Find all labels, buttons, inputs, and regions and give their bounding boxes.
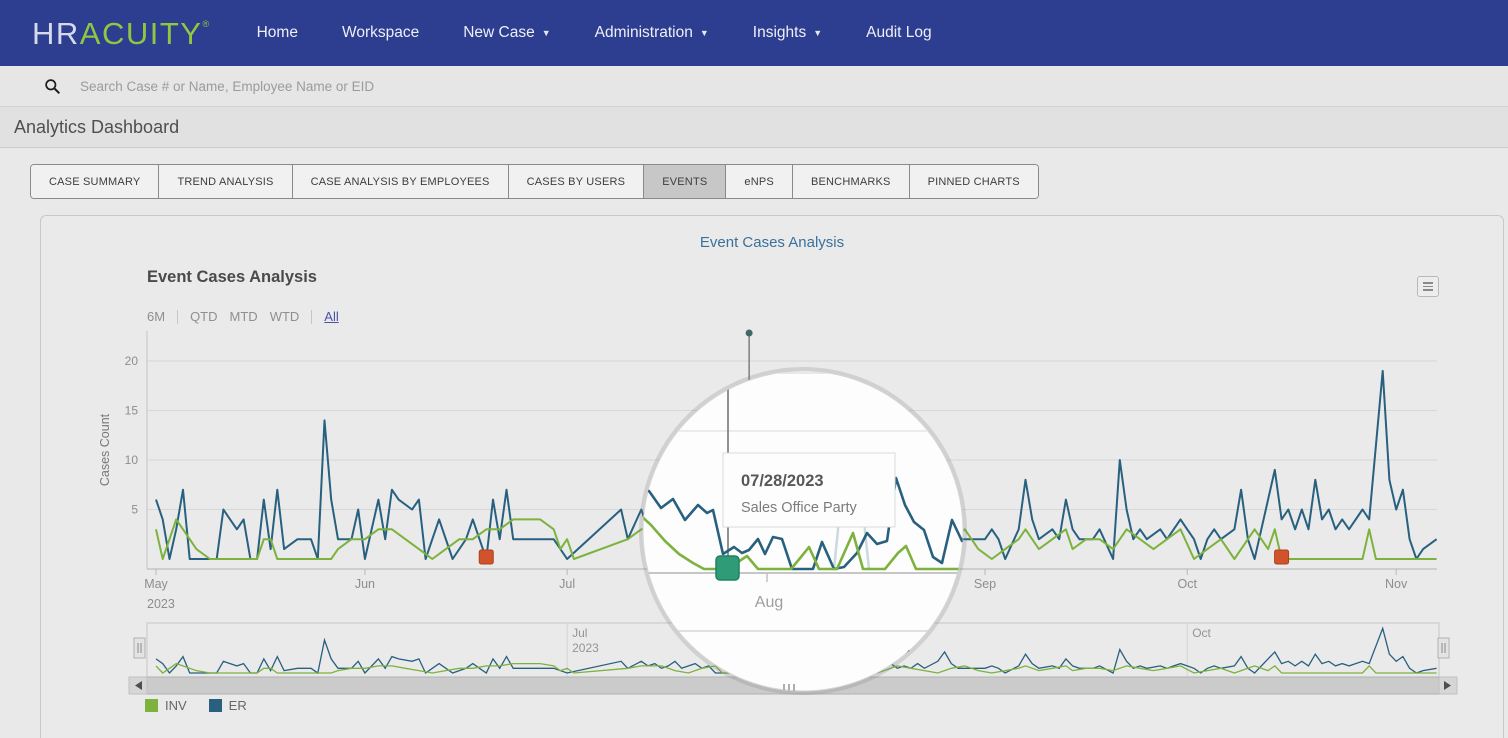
lens-month-label: Aug <box>755 594 783 611</box>
svg-text:20: 20 <box>125 354 139 368</box>
lens-tooltip-date: 07/28/2023 <box>741 472 824 490</box>
lens-tooltip-text: Sales Office Party <box>741 500 858 516</box>
svg-text:10: 10 <box>125 453 139 467</box>
tab-cases-by-users[interactable]: CASES BY USERS <box>509 165 645 198</box>
svg-text:5: 5 <box>131 503 138 517</box>
nav-item-workspace[interactable]: Workspace <box>342 24 419 42</box>
svg-text:Jun: Jun <box>355 577 375 591</box>
svg-text:Sep: Sep <box>974 577 996 591</box>
tab-pinned-charts[interactable]: PINNED CHARTS <box>910 165 1038 198</box>
tab-benchmarks[interactable]: BENCHMARKS <box>793 165 910 198</box>
title-band: Analytics Dashboard <box>0 107 1508 148</box>
svg-text:Jul: Jul <box>572 626 587 640</box>
legend-swatch-inv <box>145 699 158 712</box>
nav-item-audit-log[interactable]: Audit Log <box>866 24 932 42</box>
chevron-down-icon: ▼ <box>542 28 551 38</box>
svg-text:2023: 2023 <box>572 641 599 655</box>
chevron-down-icon: ▼ <box>813 28 822 38</box>
chevron-down-icon: ▼ <box>700 28 709 38</box>
navigator-right-handle[interactable] <box>1438 638 1449 658</box>
tab-events[interactable]: EVENTS <box>644 165 726 198</box>
nav-item-administration[interactable]: Administration▼ <box>595 24 709 42</box>
tab-case-analysis-by-employees[interactable]: CASE ANALYSIS BY EMPLOYEES <box>293 165 509 198</box>
svg-text:May: May <box>144 577 168 591</box>
app-logo[interactable]: HRACUITY® <box>32 18 211 49</box>
svg-text:2023: 2023 <box>147 597 175 611</box>
tab-trend-analysis[interactable]: TREND ANALYSIS <box>159 165 292 198</box>
chart-legend: INV ER <box>145 698 247 713</box>
event-marker-square[interactable] <box>479 550 493 564</box>
top-nav: HRACUITY® Home Workspace New Case▼ Admin… <box>0 0 1508 66</box>
svg-text:Oct: Oct <box>1192 626 1211 640</box>
legend-swatch-er <box>209 699 222 712</box>
nav-item-insights[interactable]: Insights▼ <box>753 24 822 42</box>
nav-item-new-case[interactable]: New Case▼ <box>463 24 550 42</box>
page-title: Analytics Dashboard <box>14 117 179 138</box>
svg-text:Jul: Jul <box>559 577 575 591</box>
tab-case-summary[interactable]: CASE SUMMARY <box>31 165 159 198</box>
logo-hr: HR <box>32 18 80 49</box>
page: HRACUITY® Home Workspace New Case▼ Admin… <box>0 0 1508 738</box>
search-icon <box>44 78 61 95</box>
event-cases-chart: 5 10 15 20 Cases Count May Jun Jul Sep Oct Nov 2023… <box>41 216 1501 738</box>
search-input[interactable] <box>78 78 682 95</box>
y-axis-title: Cases Count <box>98 413 112 486</box>
legend-item-er[interactable]: ER <box>209 698 247 713</box>
svg-text:15: 15 <box>125 404 139 418</box>
event-marker-square[interactable] <box>1275 550 1289 564</box>
nav-item-home[interactable]: Home <box>257 24 298 42</box>
logo-acuity: ACUITY <box>80 18 203 49</box>
nav-links: Home Workspace New Case▼ Administration▼… <box>257 24 932 42</box>
magnifier-lens: 07/28/2023 Sales Office Party Aug <box>634 369 968 693</box>
legend-item-inv[interactable]: INV <box>145 698 187 713</box>
dashboard-tabs: CASE SUMMARY TREND ANALYSIS CASE ANALYSI… <box>30 164 1039 199</box>
lens-event-flag-marker[interactable] <box>716 556 739 580</box>
logo-registered-mark: ® <box>202 20 210 29</box>
svg-text:Oct: Oct <box>1177 577 1197 591</box>
event-flag-dot <box>746 330 753 337</box>
chart-panel: Event Cases Analysis Event Cases Analysi… <box>40 215 1504 738</box>
tab-enps[interactable]: eNPS <box>726 165 793 198</box>
navigator-left-handle[interactable] <box>134 638 145 658</box>
search-bar <box>0 66 1508 107</box>
svg-text:Nov: Nov <box>1385 577 1408 591</box>
